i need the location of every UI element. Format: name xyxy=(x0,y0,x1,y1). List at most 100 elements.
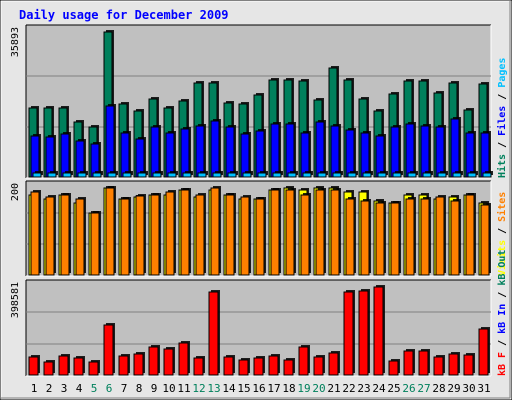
bar-sites-day-6-face xyxy=(105,187,115,276)
day-label-17: 17 xyxy=(267,382,280,395)
day-label-11: 11 xyxy=(177,382,190,395)
bar-kbf-day-13-face xyxy=(208,291,219,376)
bar-files-day-29-face xyxy=(450,118,460,178)
bar-files-day-1 xyxy=(30,134,41,178)
bar-kbf-day-30 xyxy=(463,353,475,376)
bar-pages-day-30 xyxy=(467,171,478,178)
day-label-18: 18 xyxy=(282,382,295,395)
bar-kbf-day-21-face xyxy=(328,352,339,376)
bar-pages-day-20-face xyxy=(317,172,327,178)
bar-sites-day-29-face xyxy=(450,200,460,276)
day-label-26: 26 xyxy=(402,382,415,395)
bar-kbf-day-24-face xyxy=(373,286,384,376)
bar-files-day-10-face xyxy=(165,132,175,178)
bar-sites-day-27-face xyxy=(420,198,430,276)
bar-kbf-day-11 xyxy=(178,341,190,376)
bar-files-day-9 xyxy=(150,125,161,178)
bar-pages-day-2 xyxy=(47,171,58,178)
bar-pages-day-7 xyxy=(122,171,133,178)
bar-kbf-day-8-face xyxy=(133,353,144,376)
bar-sites-day-25-face xyxy=(390,202,400,276)
bar-kbf-day-29-face xyxy=(448,353,459,376)
bar-sites-day-21 xyxy=(330,188,341,276)
bar-files-day-16-face xyxy=(255,130,265,178)
bar-files-day-9-face xyxy=(150,126,160,178)
bar-kbf-day-28-face xyxy=(433,356,444,376)
bar-pages-day-3-face xyxy=(62,172,72,178)
bar-sites-day-9 xyxy=(150,193,161,276)
day-label-21: 21 xyxy=(327,382,340,395)
bar-files-day-29 xyxy=(450,117,461,178)
day-label-9: 9 xyxy=(151,382,158,395)
bar-files-day-6-face xyxy=(105,105,115,178)
bar-pages-day-29-face xyxy=(452,172,462,178)
y-max-label-hits-files-pages: 35893 xyxy=(10,27,21,57)
day-label-22: 22 xyxy=(342,382,355,395)
bar-pages-day-12-face xyxy=(197,172,207,178)
bar-files-day-20 xyxy=(315,120,326,178)
bar-files-day-12 xyxy=(195,124,206,178)
bar-kbf-day-2-face xyxy=(43,361,54,376)
bar-pages-day-13-face xyxy=(212,172,222,178)
legend-separator: / xyxy=(497,222,508,240)
bar-sites-day-17-face xyxy=(270,189,280,276)
bar-sites-day-11 xyxy=(180,188,191,276)
bar-sites-day-22-face xyxy=(345,198,355,276)
bar-files-day-17 xyxy=(270,122,281,178)
bar-sites-day-19-face xyxy=(300,194,310,276)
bar-pages-day-26-face xyxy=(407,172,417,178)
panel-visits-sites: 200 Visits / Sites xyxy=(10,180,508,277)
bar-pages-day-23-face xyxy=(362,172,372,178)
bar-pages-day-8 xyxy=(137,171,148,178)
bar-kbf-day-5-face xyxy=(88,361,99,376)
bar-pages-day-17-face xyxy=(272,172,282,178)
bar-sites-day-23 xyxy=(360,199,371,276)
bar-kbf-day-6 xyxy=(103,323,115,376)
bar-pages-day-1-face xyxy=(32,172,42,178)
bar-sites-day-27 xyxy=(420,197,431,276)
legend-item-kbin: kB In xyxy=(497,304,508,334)
legend-item-visits: Visits xyxy=(496,240,508,276)
bar-sites-day-4 xyxy=(75,197,86,276)
bar-files-day-3 xyxy=(60,132,71,178)
bar-kbf-day-1-face xyxy=(28,356,39,376)
bar-files-day-25 xyxy=(390,125,401,178)
bar-files-day-23 xyxy=(360,131,371,178)
bar-files-day-1-face xyxy=(30,135,40,178)
bar-sites-day-29 xyxy=(450,199,461,276)
bar-pages-day-29 xyxy=(452,171,463,178)
bar-pages-day-9 xyxy=(152,171,163,178)
bar-files-day-20-face xyxy=(315,121,325,178)
bar-kbf-day-29 xyxy=(448,352,460,376)
bar-kbf-day-22 xyxy=(343,290,355,376)
bar-sites-day-10-face xyxy=(165,191,175,276)
bar-kbf-day-25 xyxy=(388,359,400,376)
chart-title: Daily usage for December 2009 xyxy=(19,8,229,22)
bar-kbf-day-12 xyxy=(193,356,205,376)
bar-kbf-day-19-face xyxy=(298,346,309,376)
bar-pages-day-5-face xyxy=(92,172,102,178)
bar-sites-day-25 xyxy=(390,201,401,276)
bar-pages-day-14 xyxy=(227,171,238,178)
bar-files-day-16 xyxy=(255,129,266,178)
day-label-29: 29 xyxy=(447,382,460,395)
day-label-5: 5 xyxy=(91,382,98,395)
bar-kbf-day-17 xyxy=(268,354,280,376)
bar-files-day-27-face xyxy=(420,125,430,178)
bar-pages-day-27 xyxy=(422,171,433,178)
day-label-13: 13 xyxy=(207,382,220,395)
legend-item-pages: Pages xyxy=(497,58,508,88)
bar-pages-day-16-face xyxy=(257,172,267,178)
bar-files-day-13 xyxy=(210,119,221,178)
bar-kbf-day-8 xyxy=(133,352,145,376)
bar-kbf-day-4-face xyxy=(73,357,84,376)
bar-kbf-day-31 xyxy=(478,327,490,376)
bar-kbf-day-27-face xyxy=(418,350,429,376)
day-label-31: 31 xyxy=(477,382,490,395)
bar-pages-day-8-face xyxy=(137,172,147,178)
bar-kbf-day-12-face xyxy=(193,357,204,376)
bar-files-day-31 xyxy=(480,131,491,178)
bar-kbf-day-23-face xyxy=(358,290,369,376)
bar-kbf-day-9-face xyxy=(148,346,159,376)
bar-sites-day-19 xyxy=(300,193,311,276)
